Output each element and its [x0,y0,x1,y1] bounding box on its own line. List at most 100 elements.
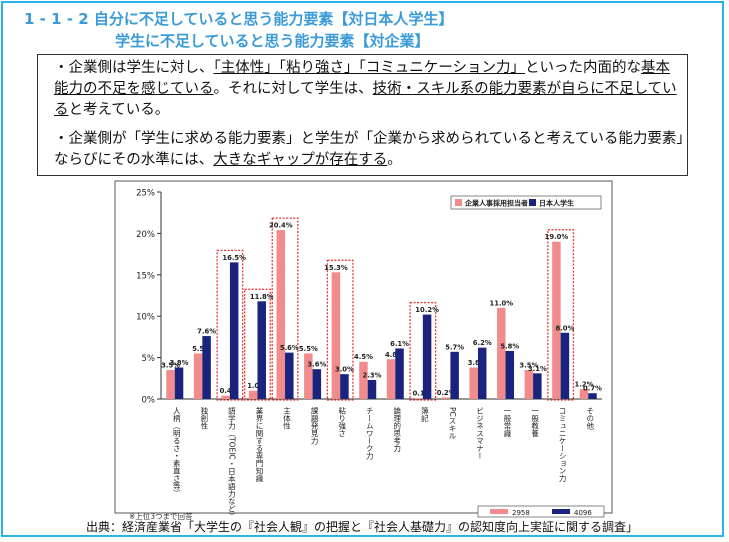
bar-company [221,395,230,399]
bar-student [312,369,322,399]
bottom-legend-swatch [552,509,570,514]
data-label: 15.3% [324,264,348,272]
data-label: 0.4 [220,387,232,395]
bottom-legend-label: 4096 [574,509,592,517]
summary-point-1: ・企業側は学生に対し、「主体性」「粘り強さ」「コミュニケーション力」といった内面… [54,60,677,118]
legend-swatch [455,199,462,206]
data-label: 3.1% [528,365,547,373]
data-label: 1.0 [247,382,259,390]
category-label: PCスキル [448,407,457,439]
summary-point-2: ・企業側が「学生に求める能力要素」と学生が「企業から求められていると考えている能… [54,131,684,168]
category-label: 課題発見力 [310,406,319,446]
data-label: 3.8 [468,359,480,367]
category-label: 業界に関する専門知識 [255,406,264,484]
y-tick-label: 25% [136,189,155,199]
bar-student [450,351,459,399]
bar-company [386,359,396,399]
category-label: 簿記 [420,406,429,423]
highlight-box [271,217,299,401]
data-label: 20.4% [269,222,293,230]
y-tick-label: 15% [136,271,155,281]
bar-company [248,390,258,399]
data-label: 4.5% [354,353,373,361]
bar-student [505,350,515,399]
y-tick-label: 10% [136,313,155,323]
data-label: 0.7% [583,385,602,393]
chart-area-border [114,180,613,514]
data-label: 5.8% [500,342,519,350]
bar-company [166,370,175,399]
bar-company [552,241,561,399]
chart-note: ※上位3つまで回答 [129,511,193,521]
bar-company [304,353,313,399]
bar-student [229,262,239,399]
data-label: 5.7% [445,343,464,351]
data-label: 3.0% [335,366,354,374]
y-tick-label: 0% [142,396,156,406]
data-label: 4.8 [385,351,397,359]
bar-company [441,397,451,399]
slide-title-line-1: 1 - 1 - 2 自分に不足していると思う能力要素【対日本人学生】 [24,10,454,28]
bar-company [193,353,203,399]
data-label: 7.6% [197,328,216,336]
bar-company [276,230,286,399]
bar-student [422,314,432,399]
data-label: 6.1% [390,340,409,348]
bar-company [359,361,368,399]
highlight-box [244,288,271,401]
legend-swatch [529,199,536,206]
category-label: 一般常識 [503,407,512,438]
slide-title-line-2: 学生に不足していると思う能力要素【対企業】 [115,32,430,50]
highlight-box [409,301,437,401]
bottom-legend-swatch [490,509,508,514]
category-label: 主体性 [282,406,291,430]
highlight-box [326,259,354,401]
legend-box [450,195,602,210]
data-label: 3.5% [161,362,180,370]
bar-company [414,398,423,399]
data-label: 16.5% [222,254,246,262]
data-label: 11.0% [489,299,513,307]
category-label: チームワーク力 [365,407,374,461]
data-label: 5.5% [299,345,318,353]
data-label: 2.3% [363,371,382,379]
legend-label: 企業人事採用担当者 [464,199,528,208]
category-label: その他 [585,407,594,431]
summary-box [37,54,688,176]
bar-student [285,352,294,399]
category-label: 語学力（TOEIC・日本語力など） [227,406,236,520]
data-label: 11.8% [250,293,274,301]
data-label: 3.8% [170,359,189,367]
bar-student [588,393,597,399]
source-citation: 出典：経済産業省「大学生の『社会人観』の把握と『社会人基礎力』の認知度向上実証に… [86,520,639,534]
bar-student [560,332,570,399]
bar-company [497,307,506,399]
bar-student [533,373,542,399]
bar-student [367,379,377,399]
bar-student [202,336,211,399]
legend-label: 日本人学生 [539,199,574,208]
data-label: 6.2% [473,339,492,347]
category-label: コミュニケーション力 [558,407,567,483]
data-label: 5.5 [192,345,204,353]
bar-company [469,367,478,399]
data-label: 1.2% [575,381,594,389]
bottom-legend-box [477,505,605,518]
data-label: 3.5% [519,362,538,370]
bar-company [524,370,534,399]
category-label: ビジネスマナー [475,407,484,460]
bar-student [174,367,184,399]
bar-student [477,347,487,399]
category-label: 粘り強さ [337,406,346,438]
data-label: 5.6% [280,344,299,352]
y-tick-label: 5% [142,354,156,364]
category-label: 独創性 [200,406,209,430]
bar-student [395,348,404,399]
bottom-legend-label: 2958 [512,509,530,517]
y-tick-label: 20% [136,230,155,240]
bar-company [331,272,341,399]
data-label: 0.2% [437,389,456,397]
data-label: 8.0% [555,324,574,332]
